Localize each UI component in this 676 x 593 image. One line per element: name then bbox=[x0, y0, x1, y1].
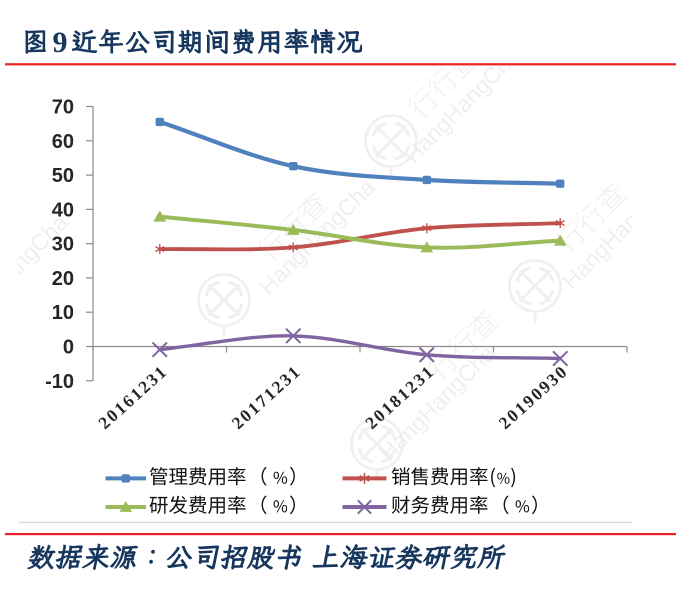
svg-text:-10: -10 bbox=[45, 371, 74, 393]
svg-text:20: 20 bbox=[52, 268, 74, 290]
svg-text:60: 60 bbox=[52, 131, 74, 153]
svg-text:70: 70 bbox=[52, 97, 74, 119]
svg-text:10: 10 bbox=[52, 302, 74, 324]
svg-text:30: 30 bbox=[52, 234, 74, 256]
svg-text:50: 50 bbox=[52, 165, 74, 187]
svg-text:9: 9 bbox=[53, 26, 68, 59]
svg-text:0: 0 bbox=[63, 337, 74, 359]
svg-text:40: 40 bbox=[52, 199, 74, 221]
